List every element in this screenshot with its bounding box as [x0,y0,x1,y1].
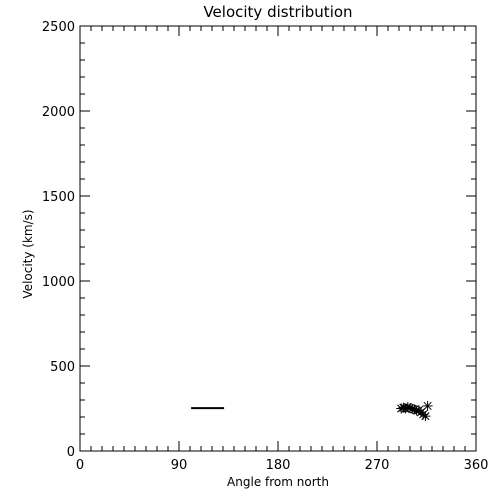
data-marks [191,400,433,422]
chart-title: Velocity distribution [203,3,352,21]
data-point [420,411,431,422]
y-tick-label: 2500 [42,20,75,35]
x-axis-title: Angle from north [227,475,329,489]
y-tick-label: 1000 [42,275,75,290]
x-tick-label: 360 [464,458,489,473]
y-tick-label: 500 [50,360,75,375]
y-tick-label: 0 [67,445,75,460]
y-axis-title: Velocity (km/s) [21,209,35,298]
axis-tick-labels: 0 90 180 270 360 0 500 1000 1500 2000 2500 [42,20,489,473]
data-point [407,403,418,414]
axis-ticks [79,25,477,452]
data-point [422,400,433,411]
y-tick-label: 2000 [42,105,75,120]
x-tick-label: 180 [266,458,291,473]
x-tick-label: 0 [76,458,84,473]
y-tick-label: 1500 [42,190,75,205]
plot-frame [79,25,477,452]
x-tick-label: 90 [171,458,188,473]
x-tick-label: 270 [365,458,390,473]
